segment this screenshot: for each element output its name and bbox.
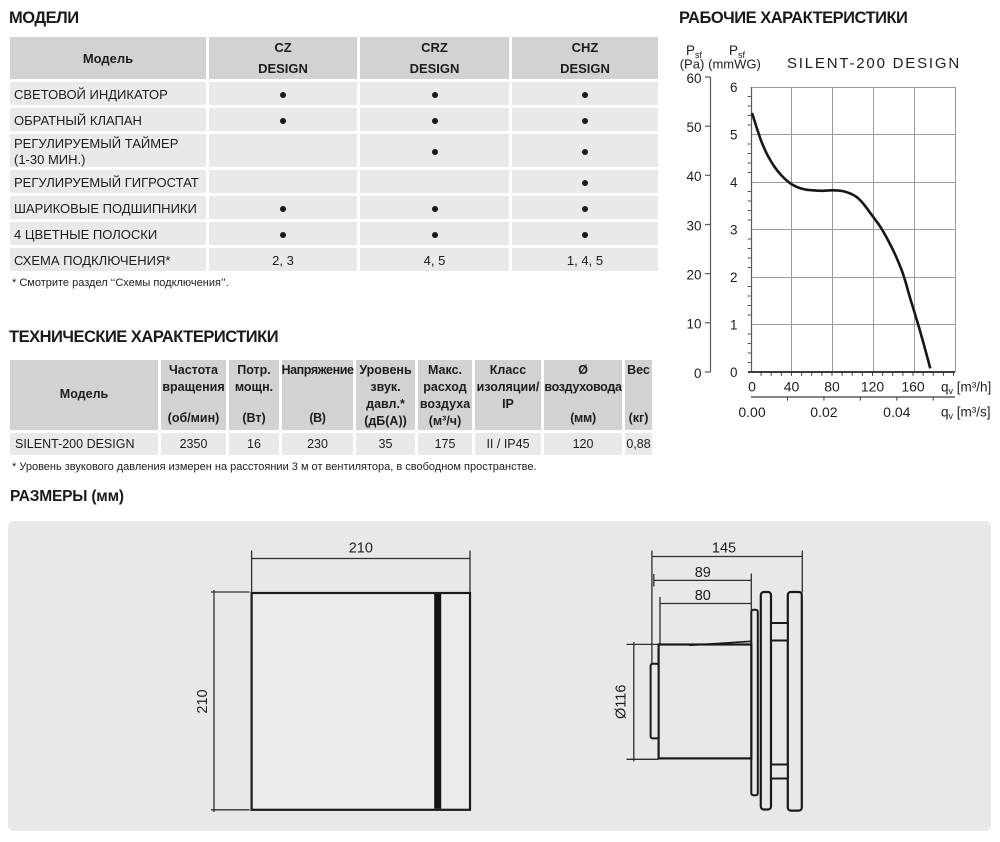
svg-text:(mmWG): (mmWG) (708, 57, 761, 72)
svg-text:0: 0 (730, 365, 738, 380)
svg-text:120: 120 (861, 379, 885, 395)
svg-text:60: 60 (686, 71, 701, 86)
svg-text:20: 20 (686, 268, 701, 283)
svg-text:3: 3 (730, 222, 738, 237)
svg-text:30: 30 (686, 218, 701, 233)
svg-text:0: 0 (748, 379, 756, 395)
svg-text:0.04: 0.04 (883, 404, 910, 420)
svg-text:1: 1 (730, 317, 738, 332)
svg-text:5: 5 (730, 127, 738, 142)
svg-text:210: 210 (195, 689, 211, 713)
svg-text:89: 89 (695, 565, 711, 581)
svg-text:50: 50 (686, 120, 701, 135)
svg-text:80: 80 (695, 588, 711, 604)
svg-text:(Pa): (Pa) (680, 57, 705, 72)
svg-text:40: 40 (784, 379, 800, 395)
svg-text:210: 210 (349, 541, 373, 557)
svg-text:qv [m³/h]: qv [m³/h] (941, 380, 991, 397)
svg-text:0: 0 (694, 366, 702, 381)
svg-text:160: 160 (901, 379, 925, 395)
svg-text:0.02: 0.02 (810, 404, 837, 420)
svg-text:4: 4 (730, 175, 738, 190)
svg-text:Ø116: Ø116 (613, 685, 629, 719)
svg-text:qv [m³/s]: qv [m³/s] (941, 404, 991, 421)
svg-text:SILENT-200 DESIGN: SILENT-200 DESIGN (787, 55, 961, 72)
svg-text:2: 2 (730, 270, 738, 285)
svg-text:40: 40 (686, 169, 701, 184)
svg-text:6: 6 (730, 80, 738, 95)
svg-text:80: 80 (824, 379, 840, 395)
svg-text:0.00: 0.00 (738, 404, 765, 420)
svg-text:10: 10 (686, 317, 701, 332)
svg-text:145: 145 (712, 540, 736, 556)
